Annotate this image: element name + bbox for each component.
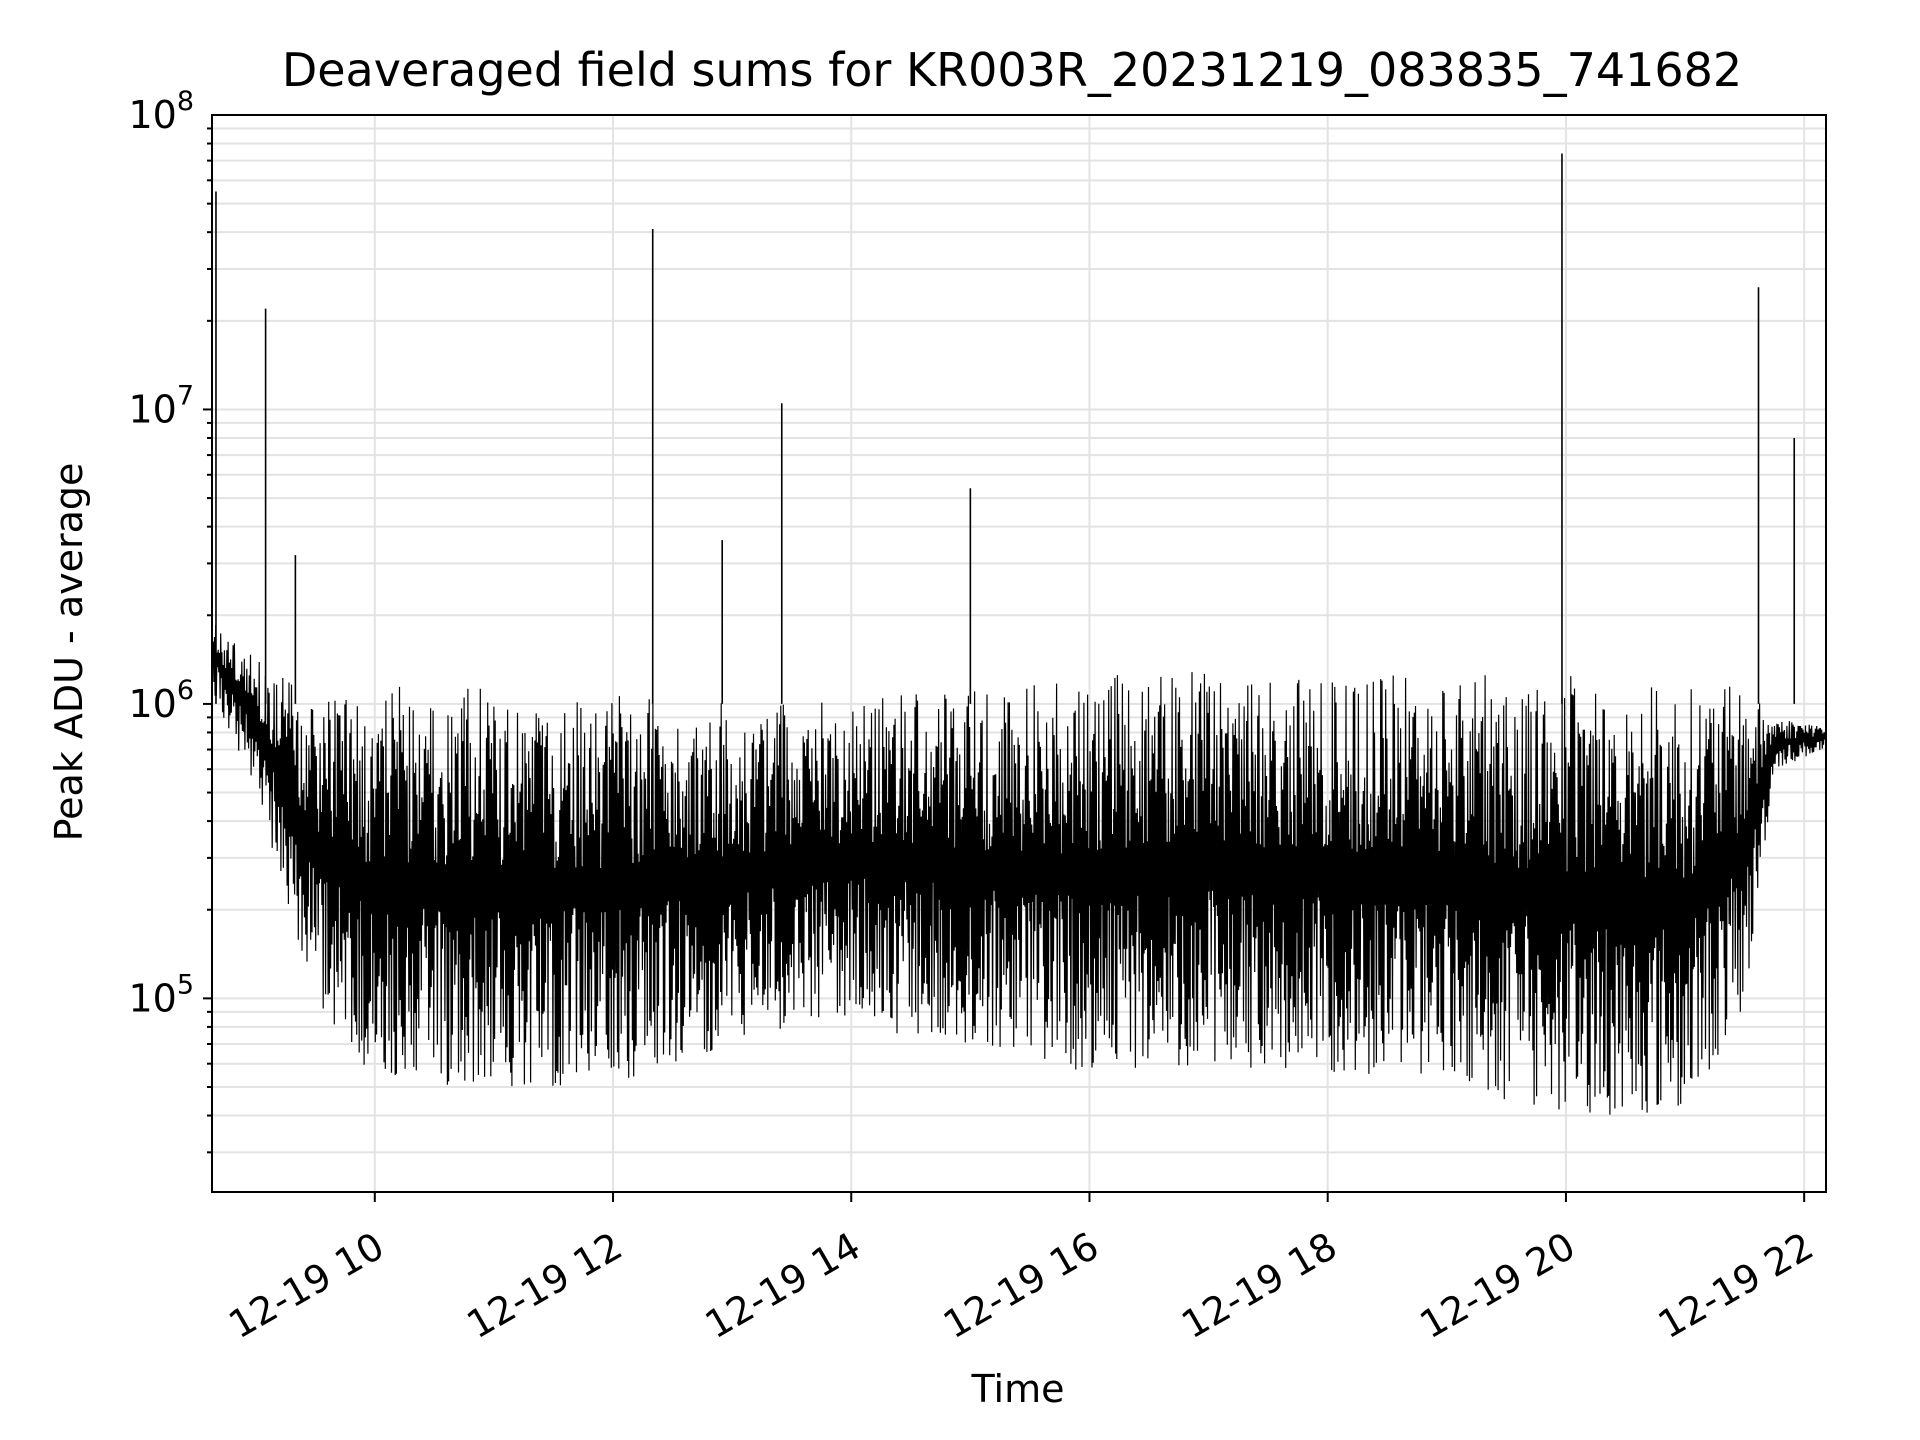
chart-title: Deaveraged field sums for KR003R_2023121… bbox=[282, 43, 1742, 97]
y-tick-label: 108 bbox=[128, 86, 194, 137]
plot-area bbox=[211, 153, 1827, 1115]
y-tick-label: 107 bbox=[128, 380, 194, 431]
y-tick-label: 105 bbox=[128, 969, 194, 1020]
noise-trace bbox=[211, 617, 1827, 1115]
y-axis-label: Peak ADU - average bbox=[47, 463, 91, 842]
y-axis: 105 106 107 108 bbox=[128, 86, 212, 1154]
y-tick-label: 106 bbox=[128, 675, 194, 726]
x-axis-label: Time bbox=[971, 1367, 1065, 1411]
axes-frame bbox=[211, 114, 1827, 1193]
